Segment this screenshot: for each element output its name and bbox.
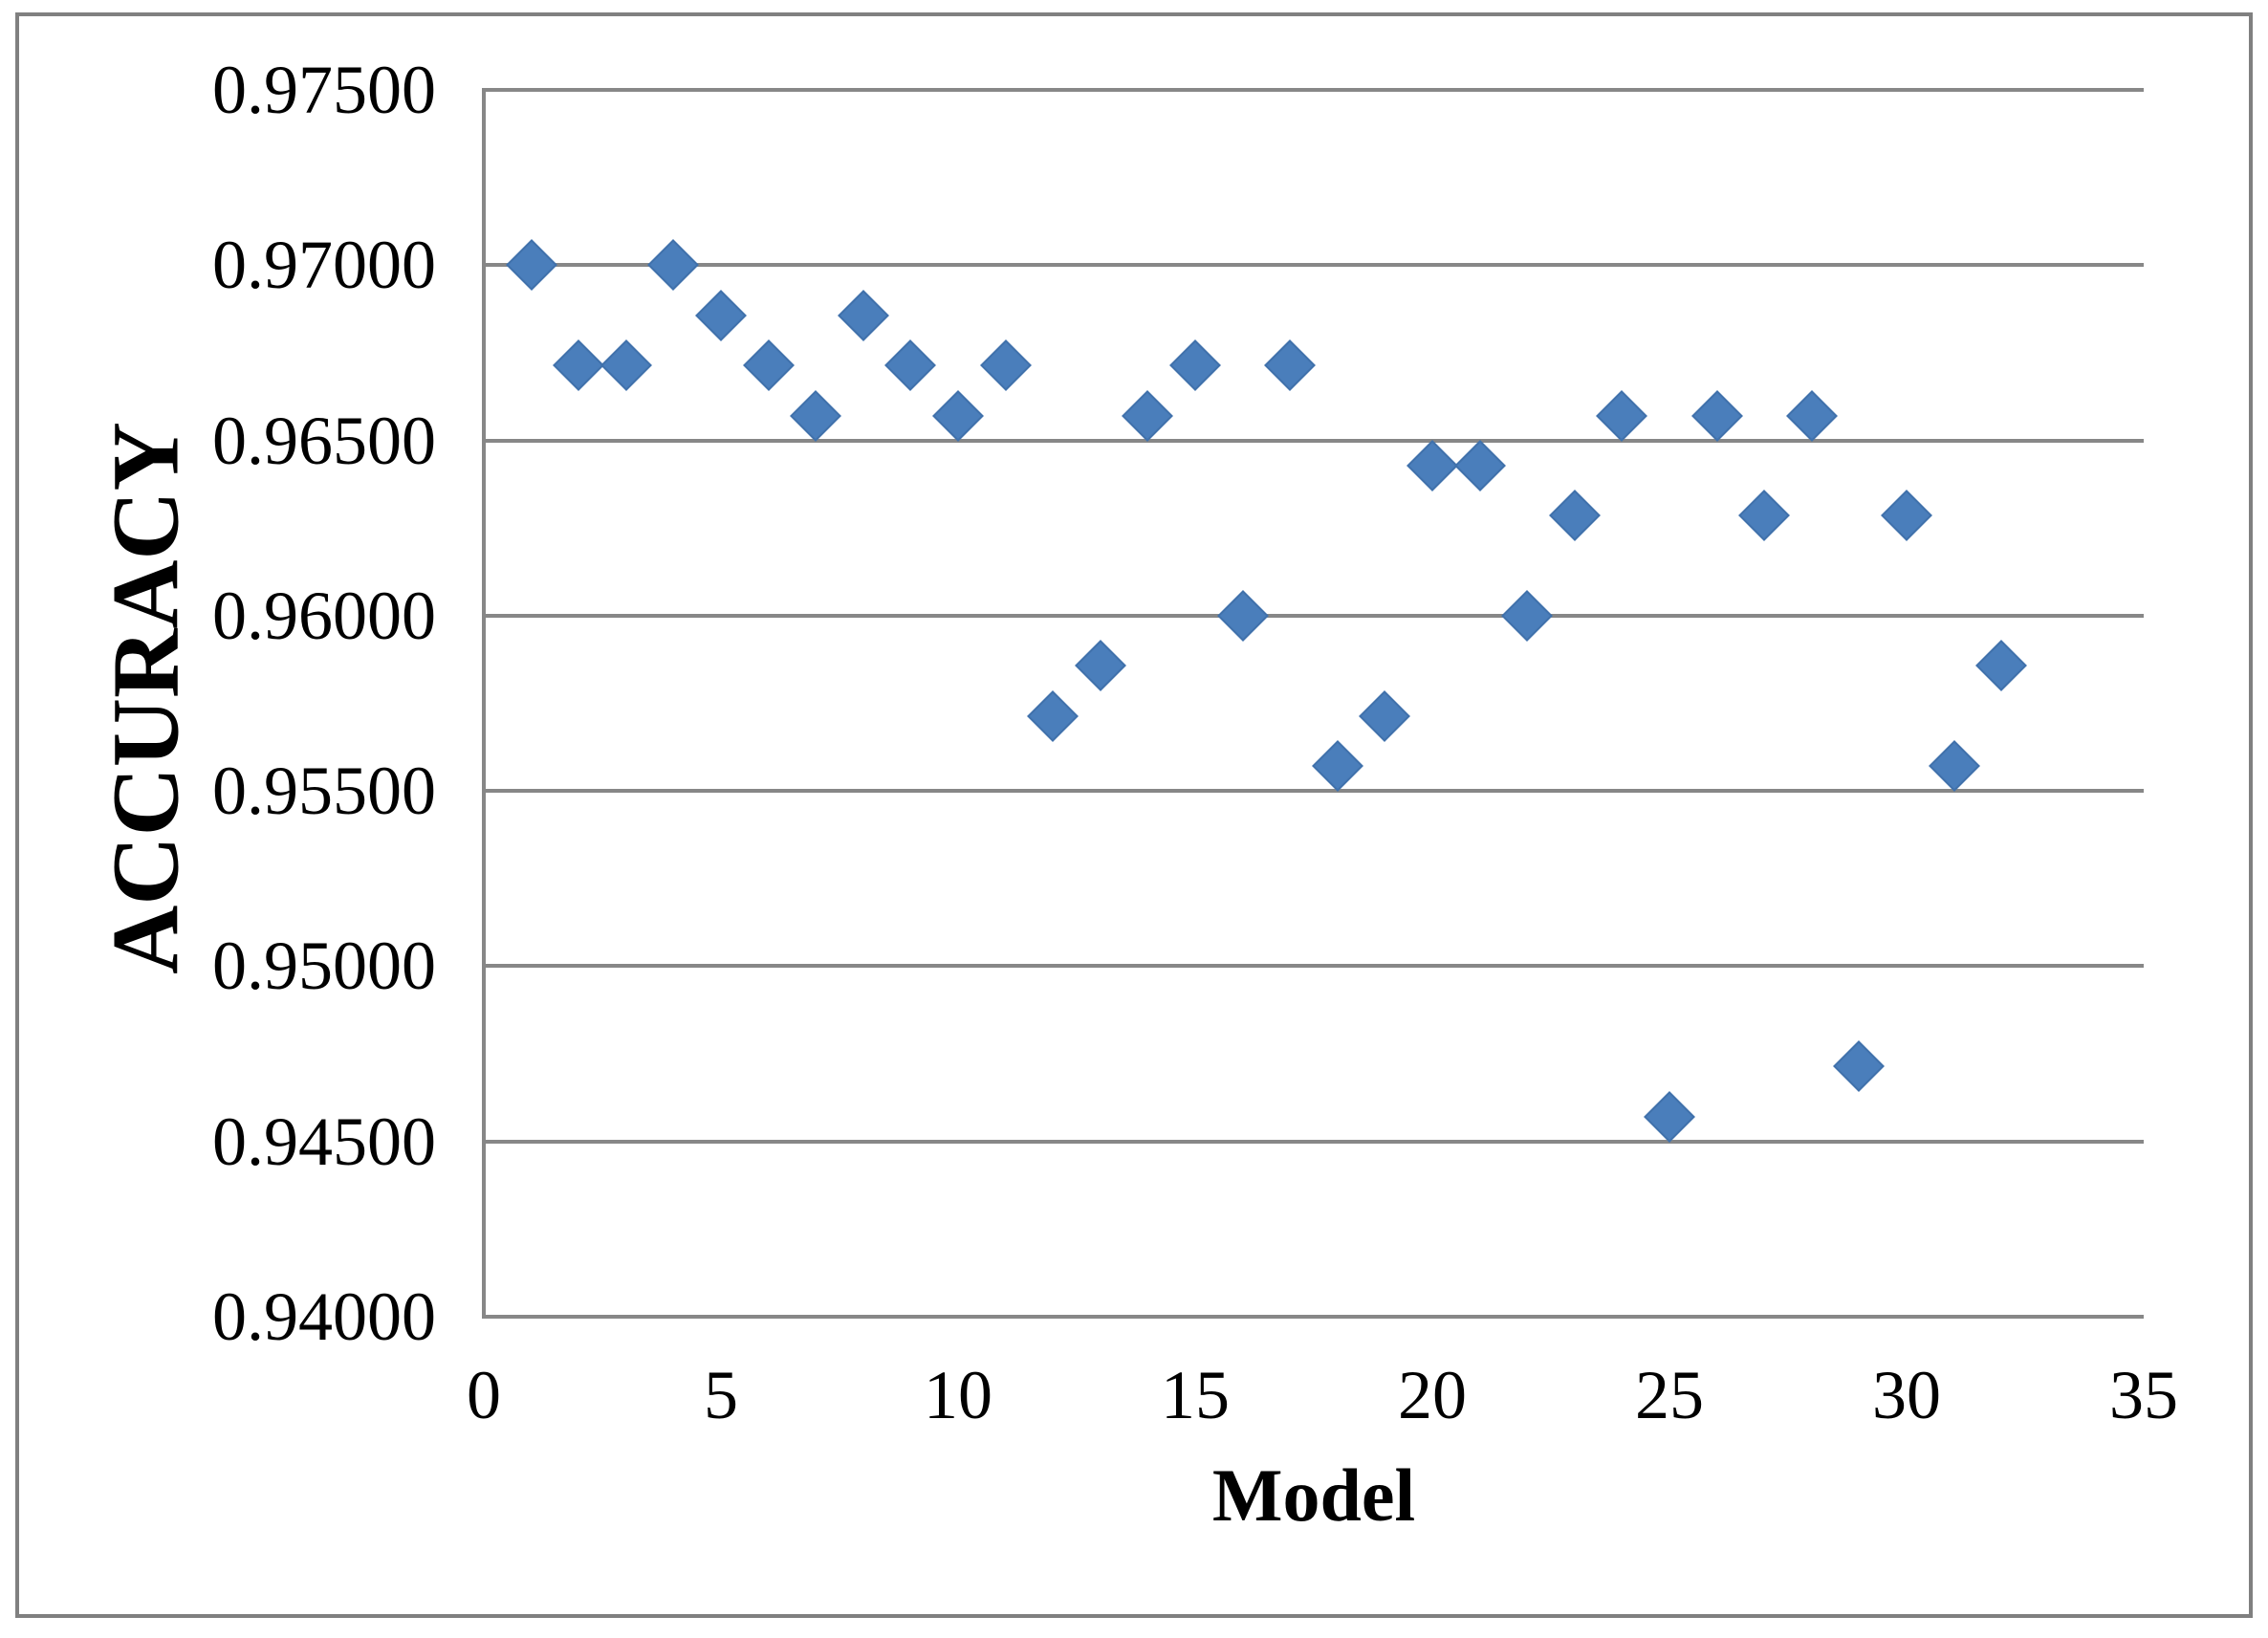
gridline xyxy=(484,88,2144,92)
x-tick-label: 5 xyxy=(704,1357,738,1433)
x-tick-label: 20 xyxy=(1398,1357,1467,1433)
gridline xyxy=(484,964,2144,969)
y-tick-label: 0.96500 xyxy=(212,402,436,479)
x-tick-label: 35 xyxy=(2109,1357,2178,1433)
y-tick-label: 0.97000 xyxy=(212,227,436,304)
y-tick-label: 0.96000 xyxy=(212,577,436,654)
x-tick-label: 10 xyxy=(924,1357,992,1433)
gridline xyxy=(484,263,2144,268)
gridline xyxy=(484,789,2144,794)
y-axis-title: ACCURACY xyxy=(92,421,199,974)
y-tick-label: 0.94500 xyxy=(212,1103,436,1180)
x-tick-label: 30 xyxy=(1872,1357,1941,1433)
y-tick-label: 0.95000 xyxy=(212,928,436,1005)
gridline xyxy=(484,1315,2144,1319)
x-tick-label: 25 xyxy=(1635,1357,1704,1433)
figure-border xyxy=(15,12,2253,1618)
gridline xyxy=(484,438,2144,443)
gridline xyxy=(484,613,2144,618)
x-axis-title: Model xyxy=(1211,1453,1416,1537)
x-tick-label: 15 xyxy=(1161,1357,1230,1433)
x-tick-label: 0 xyxy=(467,1357,501,1433)
y-tick-label: 0.94000 xyxy=(212,1278,436,1355)
y-tick-label: 0.95500 xyxy=(212,753,436,830)
gridline xyxy=(484,1139,2144,1144)
y-axis-line xyxy=(482,88,486,1319)
y-tick-label: 0.97500 xyxy=(212,52,436,128)
